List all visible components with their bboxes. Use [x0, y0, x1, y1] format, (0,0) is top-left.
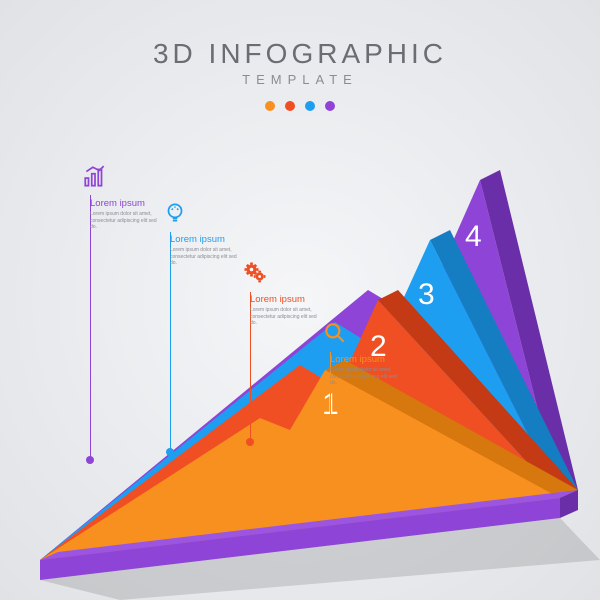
callout-body: Lorem ipsum dolor sit amet, consectetur …	[170, 247, 245, 267]
callout-heading: Lorem ipsum	[330, 354, 405, 365]
gears-icon	[240, 258, 270, 288]
callout-heading: Lorem ipsum	[90, 198, 165, 209]
callout-text: Lorem ipsum Lorem ipsum dolor sit amet, …	[330, 354, 405, 387]
infographic-stage: 1 2 3 4 Lorem ipsum Lorem ipsum dolor si…	[0, 0, 600, 600]
callout-dot	[326, 428, 334, 436]
callout-body: Lorem ipsum dolor sit amet, consectetur …	[330, 367, 405, 387]
callout-text: Lorem ipsum Lorem ipsum dolor sit amet, …	[90, 198, 165, 231]
callout-dot	[86, 456, 94, 464]
callout-text: Lorem ipsum Lorem ipsum dolor sit amet, …	[250, 294, 325, 327]
callout-body: Lorem ipsum dolor sit amet, consectetur …	[90, 211, 165, 231]
callout-heading: Lorem ipsum	[250, 294, 325, 305]
peak-number-3: 3	[418, 278, 435, 312]
lightbulb-icon	[160, 198, 190, 228]
magnifier-icon	[320, 318, 350, 348]
callout-body: Lorem ipsum dolor sit amet, consectetur …	[250, 307, 325, 327]
callout-dot	[246, 438, 254, 446]
callout-line	[90, 195, 91, 460]
callout-dot	[166, 448, 174, 456]
peak-number-4: 4	[465, 220, 482, 254]
callout-text: Lorem ipsum Lorem ipsum dolor sit amet, …	[170, 234, 245, 267]
callout-heading: Lorem ipsum	[170, 234, 245, 245]
bar-chart-icon	[80, 162, 110, 192]
